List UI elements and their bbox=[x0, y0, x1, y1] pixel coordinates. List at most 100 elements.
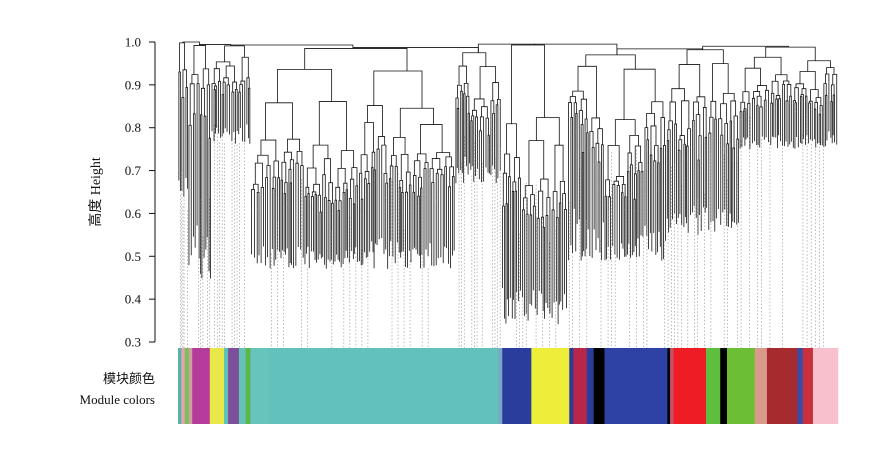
dendrogram-link bbox=[679, 135, 685, 145]
dendrogram-link bbox=[479, 116, 485, 131]
dendrogram-link bbox=[431, 182, 435, 195]
dendrogram-link bbox=[271, 188, 275, 193]
dendrogram-link bbox=[214, 85, 218, 90]
dendrogram-link bbox=[260, 186, 264, 198]
dendrogram-link bbox=[612, 184, 616, 195]
dendrogram-link bbox=[581, 152, 585, 178]
dendrogram-link bbox=[535, 117, 560, 146]
dendrogram-link bbox=[436, 152, 451, 159]
module-color-segment bbox=[667, 348, 671, 424]
dendrogram-link bbox=[457, 84, 462, 99]
dendrogram-link bbox=[659, 147, 663, 157]
dendrogram-link bbox=[545, 215, 549, 246]
dendrogram-link bbox=[614, 119, 636, 146]
dendrogram-link bbox=[388, 178, 392, 190]
dendrogram-link bbox=[508, 176, 511, 190]
dendrogram-link bbox=[334, 199, 338, 204]
dendrogram-link bbox=[720, 103, 728, 124]
dendrogram-link bbox=[200, 114, 203, 144]
dendrogram-link bbox=[471, 115, 475, 122]
dendrogram-link bbox=[466, 95, 470, 114]
y-tick-label: 0.5 bbox=[125, 249, 141, 264]
dendrogram-link bbox=[650, 125, 657, 156]
module-color-segment bbox=[726, 348, 756, 424]
module-color-segment bbox=[178, 348, 182, 424]
dendrogram-link bbox=[649, 154, 653, 172]
dendrogram-link bbox=[246, 77, 250, 89]
dendrogram-link bbox=[634, 145, 642, 174]
dendrogram-link bbox=[591, 146, 595, 166]
dendrogram-link bbox=[467, 112, 470, 124]
dendrogram-link bbox=[327, 200, 331, 214]
dendrogram-link bbox=[182, 69, 187, 98]
y-tick-label: 1.0 bbox=[125, 35, 141, 50]
module-color-segment bbox=[706, 348, 721, 424]
dendrogram-link bbox=[277, 68, 333, 103]
dendrogram-link bbox=[799, 71, 816, 90]
dendrogram-link bbox=[355, 185, 359, 204]
dendrogram-link bbox=[765, 46, 816, 61]
dendrogram-link bbox=[251, 189, 255, 210]
dendrogram-link bbox=[668, 120, 673, 137]
dendrogram-link bbox=[666, 140, 670, 154]
dendrogram-link bbox=[238, 91, 241, 95]
module-color-segment bbox=[586, 348, 594, 424]
dendrogram-link bbox=[502, 172, 507, 207]
dendrogram-link bbox=[191, 74, 199, 84]
dendrogram-link bbox=[424, 162, 429, 169]
dendrogram-link bbox=[514, 157, 520, 182]
module-color-segment bbox=[802, 348, 814, 424]
module-color-segment bbox=[188, 348, 193, 424]
dendrogram-link bbox=[345, 189, 348, 205]
dendrogram-link bbox=[226, 84, 230, 90]
dendrogram-link bbox=[686, 145, 689, 162]
dendrogram-link bbox=[485, 117, 489, 136]
dendrogram-link bbox=[304, 195, 307, 200]
dendrogram-link bbox=[257, 154, 269, 166]
dendrogram-link bbox=[783, 80, 790, 85]
dendrogram-link bbox=[256, 191, 260, 213]
dendrogram-link bbox=[360, 198, 364, 216]
dendrogram-link bbox=[570, 117, 573, 153]
dendrogram-link bbox=[789, 95, 792, 104]
dendrogram-link bbox=[373, 169, 376, 183]
dendrogram-link bbox=[739, 111, 743, 121]
y-tick-label: 0.9 bbox=[125, 77, 141, 92]
dendrogram-link bbox=[360, 154, 368, 174]
dendrogram-link bbox=[763, 99, 767, 108]
dendrogram-link bbox=[601, 144, 604, 152]
dendrogram-link bbox=[502, 205, 505, 214]
dendrogram-link bbox=[514, 190, 517, 229]
dendrogram-link bbox=[304, 48, 408, 72]
dendrogram-link bbox=[775, 98, 778, 109]
dendrogram-link bbox=[296, 150, 303, 166]
dendrogram-link bbox=[580, 124, 584, 153]
dendrogram-link bbox=[310, 196, 314, 203]
dendrogram-link bbox=[813, 108, 817, 118]
dendrogram-link bbox=[192, 113, 196, 133]
dendrogram-link bbox=[437, 168, 443, 175]
dendrogram-link bbox=[759, 106, 763, 111]
dendrogram-link bbox=[722, 93, 735, 104]
dendrogram-link bbox=[736, 138, 739, 142]
dendrogram-link bbox=[621, 184, 626, 197]
y-tick-label: 0.4 bbox=[125, 292, 142, 307]
dendrogram-link bbox=[589, 131, 594, 148]
dendrogram-link bbox=[389, 165, 394, 189]
dendrogram-link bbox=[323, 158, 331, 183]
dendrogram-link bbox=[683, 143, 686, 159]
dendrogram-link bbox=[733, 115, 738, 149]
dendrogram-link bbox=[743, 110, 746, 114]
dendrogram-link bbox=[794, 102, 797, 112]
dendrogram-link bbox=[505, 203, 508, 216]
dendrogram-link bbox=[807, 60, 831, 72]
dendrogram-link bbox=[431, 158, 441, 170]
dendrogram-link bbox=[185, 87, 188, 112]
dendrogram-link bbox=[800, 96, 803, 102]
dendrogram-link bbox=[572, 90, 584, 100]
module-color-segment bbox=[754, 348, 768, 424]
dendrogram-link bbox=[771, 80, 779, 96]
dendrogram-link bbox=[511, 44, 545, 124]
dendrogram-link bbox=[671, 88, 685, 102]
